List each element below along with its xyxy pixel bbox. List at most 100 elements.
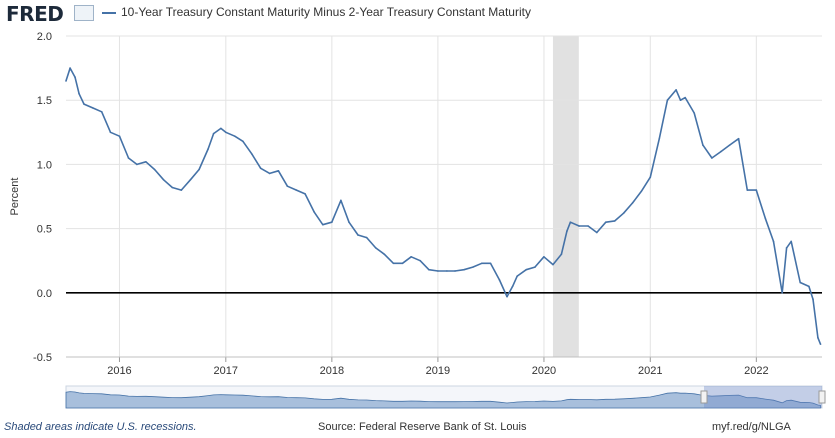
data-point xyxy=(702,144,704,146)
navigator-right-handle[interactable] xyxy=(818,390,826,404)
fred-logo-chart-icon xyxy=(74,5,94,21)
data-point xyxy=(489,262,492,265)
data-point xyxy=(755,189,758,191)
y-axis-label: Percent xyxy=(9,178,21,216)
navigator-left-handle[interactable] xyxy=(700,390,708,404)
y-tick-label: 0.0 xyxy=(37,288,52,300)
data-point xyxy=(684,96,686,99)
y-tick-label: 0.5 xyxy=(37,224,52,236)
data-point xyxy=(817,336,819,339)
data-point xyxy=(83,103,85,105)
data-point xyxy=(428,268,430,271)
y-tick-label: 1.5 xyxy=(37,95,52,107)
data-point xyxy=(790,240,793,243)
data-point xyxy=(383,253,386,256)
data-point xyxy=(614,220,616,222)
data-point xyxy=(480,262,483,265)
data-point xyxy=(543,256,545,258)
data-point xyxy=(251,153,253,155)
data-point xyxy=(295,189,298,191)
data-point xyxy=(225,131,227,134)
short-url-link[interactable]: myf.red/g/NLGA xyxy=(712,421,791,433)
data-point xyxy=(365,236,368,239)
data-point xyxy=(737,137,740,140)
y-tick-label: -0.5 xyxy=(33,352,52,364)
data-point xyxy=(437,270,439,272)
data-point xyxy=(631,202,634,204)
data-point xyxy=(446,270,448,272)
data-point xyxy=(331,221,333,223)
data-point xyxy=(666,99,669,101)
x-tick-label: 2020 xyxy=(532,365,556,377)
legend-line-icon xyxy=(102,12,116,14)
x-tick-label: 2016 xyxy=(107,365,131,377)
data-point xyxy=(785,247,788,249)
data-point xyxy=(711,157,713,159)
chart-title: 10-Year Treasury Constant Maturity Minus… xyxy=(121,5,531,19)
data-point xyxy=(189,179,192,181)
data-point xyxy=(259,167,262,170)
data-point xyxy=(220,127,222,130)
data-point xyxy=(348,221,350,223)
x-tick-label: 2022 xyxy=(744,365,768,377)
data-point xyxy=(649,176,652,179)
data-point xyxy=(560,253,563,256)
data-point xyxy=(640,190,643,193)
data-point xyxy=(525,268,528,271)
y-tick-label: 2.0 xyxy=(37,31,52,43)
data-point xyxy=(268,172,271,175)
data-point xyxy=(100,110,103,113)
data-point xyxy=(392,262,395,265)
data-point xyxy=(511,285,514,288)
data-point xyxy=(286,185,289,188)
data-point xyxy=(516,275,519,277)
data-point xyxy=(109,131,112,134)
data-point xyxy=(720,150,722,153)
data-point xyxy=(498,279,501,281)
data-point xyxy=(212,132,215,135)
data-point xyxy=(622,212,625,214)
data-point xyxy=(746,189,749,191)
data-point xyxy=(506,295,508,298)
x-tick-label: 2019 xyxy=(426,365,450,377)
data-point xyxy=(127,157,130,159)
data-point xyxy=(234,135,236,137)
data-point xyxy=(578,225,580,227)
data-point xyxy=(171,186,174,189)
data-point xyxy=(304,193,306,195)
data-point xyxy=(569,221,572,223)
data-point xyxy=(78,92,80,95)
data-point xyxy=(322,223,324,226)
data-point xyxy=(471,266,474,268)
data-point xyxy=(153,168,156,171)
data-point xyxy=(357,234,359,236)
data-point xyxy=(808,285,810,288)
data-point xyxy=(198,168,200,171)
data-point xyxy=(145,161,147,163)
data-point xyxy=(65,80,67,82)
data-point xyxy=(454,270,456,272)
data-point xyxy=(728,144,731,146)
y-tick-label: 1.0 xyxy=(37,159,52,171)
data-point xyxy=(74,76,76,78)
chart-header: FRED 10-Year Treasury Constant Maturity … xyxy=(0,0,835,26)
data-point xyxy=(313,211,315,213)
navigator-window[interactable] xyxy=(704,386,822,408)
fred-logo[interactable]: FRED xyxy=(6,2,64,26)
data-point xyxy=(772,240,775,243)
data-point xyxy=(605,221,607,223)
data-point xyxy=(812,298,814,301)
data-point xyxy=(207,148,209,150)
x-tick-label: 2021 xyxy=(638,365,662,377)
data-point xyxy=(552,263,554,266)
data-point xyxy=(566,230,568,232)
data-point xyxy=(118,135,121,137)
data-point xyxy=(374,247,377,249)
data-point xyxy=(587,225,589,227)
data-point xyxy=(91,107,94,109)
data-point xyxy=(136,163,138,166)
recession-shade xyxy=(552,36,579,357)
series-line xyxy=(65,67,822,345)
data-point xyxy=(401,262,404,265)
